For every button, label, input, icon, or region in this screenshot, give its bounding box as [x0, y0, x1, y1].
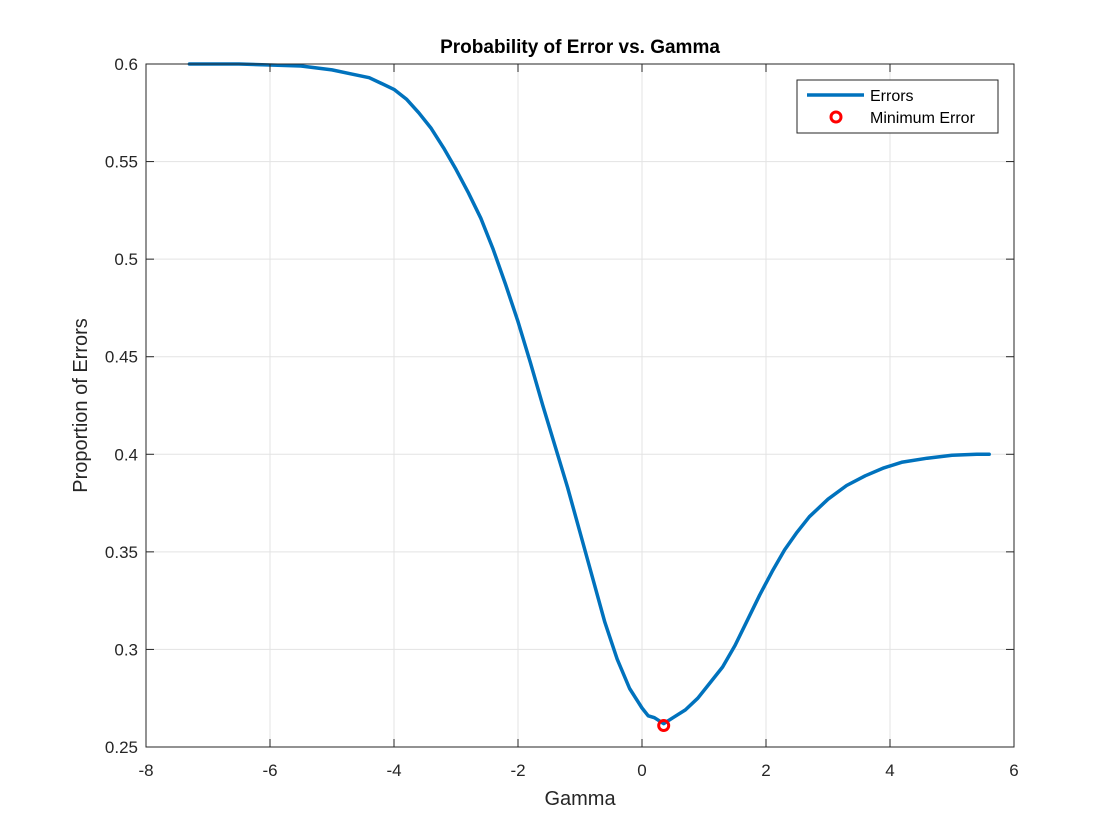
x-tick-label: -4 [386, 761, 401, 780]
chart-title: Probability of Error vs. Gamma [440, 37, 720, 58]
y-tick-label: 0.35 [105, 543, 138, 562]
legend: Errors Minimum Error [796, 79, 999, 134]
axes-box [145, 63, 1015, 748]
legend-label-minimum-error: Minimum Error [870, 110, 976, 127]
y-tick-label: 0.25 [105, 738, 138, 757]
x-axis-title: Gamma [544, 788, 616, 810]
y-tick-label: 0.3 [114, 640, 138, 659]
y-tick-label: 0.4 [114, 445, 138, 464]
legend-box [796, 79, 999, 134]
grid-lines [146, 64, 1014, 747]
legend-label-errors: Errors [870, 88, 914, 105]
y-tick-label: 0.55 [105, 153, 138, 172]
series-line-errors [187, 62, 991, 726]
x-tick-label: -6 [262, 761, 277, 780]
y-tick-label: 0.6 [114, 55, 138, 74]
x-tick-label: 6 [1009, 761, 1018, 780]
x-tick-label: 0 [637, 761, 646, 780]
x-tick-label: -8 [138, 761, 153, 780]
y-axis-title: Proportion of Errors [70, 318, 92, 493]
x-tick-label: -2 [510, 761, 525, 780]
y-tick-label: 0.45 [105, 348, 138, 367]
series-layer [187, 62, 991, 733]
axis-ticks: -8 -6 -4 -2 0 2 4 6 0.25 0.3 0.35 0.4 0.45 0.5 0.55 0.6 [105, 55, 1019, 780]
plot-area [146, 64, 1014, 747]
minimum-error-marker [657, 719, 671, 733]
y-tick-label: 0.5 [114, 250, 138, 269]
x-tick-label: 2 [761, 761, 770, 780]
legend-swatch-minimum-error [829, 110, 843, 124]
x-tick-label: 4 [885, 761, 894, 780]
